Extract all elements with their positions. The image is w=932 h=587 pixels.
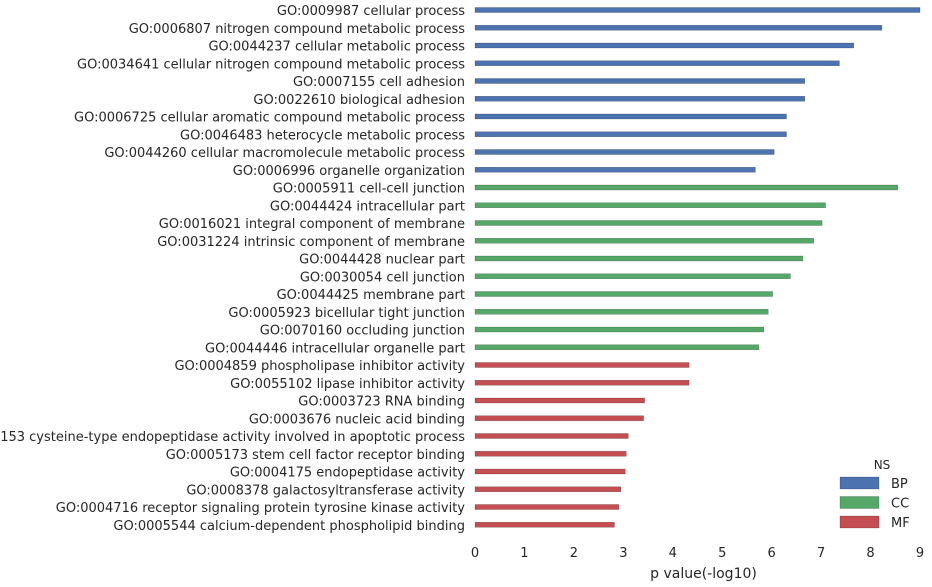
category-label: GO:0004175 endopeptidase activity [230, 466, 465, 481]
category-label: GO:0008378 galactosyltransferase activit… [186, 483, 465, 498]
bar-mf [474, 468, 626, 475]
category-label: GO:0070160 occluding junction [260, 324, 465, 339]
x-tick-label: 5 [718, 546, 726, 561]
bar-cc [474, 344, 760, 350]
legend-swatch-bp [839, 476, 880, 490]
bar-bp [474, 78, 806, 84]
category-label: GO:0016021 integral component of membran… [159, 217, 465, 232]
bars [474, 7, 921, 528]
category-label: GO:0005173 stem cell factor receptor bin… [166, 448, 465, 463]
bar-bp [474, 113, 787, 120]
legend-swatch-cc [839, 496, 880, 509]
legend-label-mf: MF [891, 516, 910, 531]
x-tick-label: 6 [768, 546, 776, 561]
x-tick-label: 8 [866, 546, 874, 561]
category-label: GO:0030054 cell junction [300, 270, 465, 285]
category-label: GO:0022610 biological adhesion [253, 93, 465, 108]
bar-cc [474, 273, 791, 279]
bar-cc [474, 220, 823, 226]
bar-mf [474, 451, 627, 457]
category-label: GO:0044424 intracellular part [270, 199, 465, 214]
category-label: GO:0006807 nitrogen compound metabolic p… [129, 22, 466, 37]
bar-cc [474, 291, 773, 297]
bar-cc [474, 184, 898, 191]
x-tick-label: 2 [570, 546, 578, 561]
x-tick-label: 0 [471, 546, 479, 561]
bar-cc [474, 202, 826, 208]
bar-bp [474, 96, 806, 102]
legend-label-bp: BP [891, 477, 908, 492]
bar-mf [474, 380, 690, 386]
x-tick-labels: 0 1 2 3 4 5 6 7 8 9 [471, 546, 924, 561]
x-tick-label: 9 [916, 546, 924, 561]
category-label: GO:0046483 heterocycle metabolic process [180, 128, 465, 143]
x-tick-label: 3 [619, 546, 627, 561]
legend: NS BP CC MF [839, 458, 910, 531]
bar-bp [474, 25, 883, 31]
category-labels: GO:0009987 cellular process GO:0006807 ni… [0, 4, 465, 534]
category-label: GO:0003723 RNA binding [298, 395, 465, 410]
bar-cc [474, 238, 814, 244]
category-label: GO:0034641 cellular nitrogen compound me… [77, 57, 465, 72]
category-label: GO:0004859 phospholipase inhibitor activ… [174, 359, 465, 374]
category-label: GO:0044237 cellular metabolic process [208, 40, 465, 55]
category-label: GO:0044260 cellular macromolecule metabo… [104, 146, 465, 161]
category-label: GO:0005544 calcium-dependent phospholipi… [113, 519, 465, 534]
bar-mf [474, 362, 690, 368]
bar-mf [474, 522, 615, 528]
category-label: GO:0006996 organelle organization [233, 164, 465, 179]
category-label: GO:0007155 cell adhesion [293, 75, 465, 90]
x-tick-label: 1 [520, 546, 528, 561]
category-label: GO:0044428 nuclear part [299, 253, 465, 268]
bar-bp [474, 167, 756, 173]
category-label: GO:0044425 membrane part [277, 288, 465, 303]
x-tick-label: 7 [817, 546, 825, 561]
category-label: GO:0006725 cellular aromatic compound me… [74, 111, 465, 126]
bar-cc [474, 255, 804, 262]
category-label: GO:0097153 cysteine-type endopeptidase a… [0, 430, 465, 445]
category-label: GO:0005911 cell-cell junction [273, 182, 465, 197]
bar-bp [474, 60, 840, 66]
bar-cc [474, 326, 765, 333]
legend-title: NS [874, 458, 891, 472]
bar-bp [474, 42, 854, 49]
category-label: GO:0044446 intracellular organelle part [205, 341, 465, 356]
legend-label-cc: CC [891, 497, 909, 512]
legend-swatch-mf [839, 515, 880, 529]
bar-mf [474, 415, 644, 421]
bar-mf [474, 397, 645, 404]
category-label: GO:0055102 lipase inhibitor activity [230, 377, 465, 392]
bar-mf [474, 504, 620, 510]
bar-mf [474, 433, 629, 439]
category-label: GO:0031224 intrinsic component of membra… [157, 235, 465, 250]
category-label: GO:0004716 receptor signaling protein ty… [56, 501, 466, 516]
bar-cc [474, 309, 769, 315]
category-label: GO:0005923 bicellular tight junction [228, 306, 465, 321]
x-axis-label: p value(-log10) [650, 566, 757, 582]
x-tick-label: 4 [669, 546, 677, 561]
category-label: GO:0009987 cellular process [277, 4, 465, 19]
bar-mf [474, 486, 622, 492]
category-label: GO:0003676 nucleic acid binding [249, 412, 465, 427]
bar-bp [474, 131, 787, 137]
bar-bp [474, 149, 775, 155]
bar-bp [474, 7, 921, 13]
